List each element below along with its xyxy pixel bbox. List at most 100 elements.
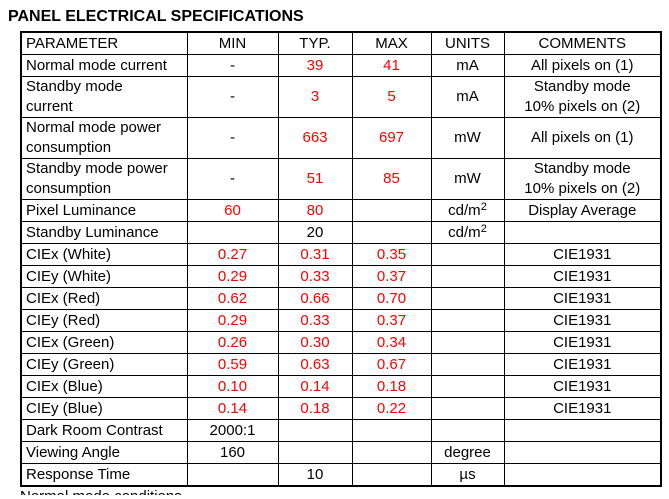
- table-row: Standby Luminance 20 cd/m2: [20, 221, 662, 244]
- table-row: CIEx (Red) 0.62 0.66 0.70 CIE1931: [20, 287, 662, 310]
- cell-max: 0.37: [351, 309, 432, 332]
- cell-typ: 0.31: [277, 243, 353, 266]
- cell-parameter: CIEy (Green): [20, 353, 188, 376]
- cell-parameter: CIEx (Blue): [20, 375, 188, 398]
- cell-parameter: Normal mode current: [20, 54, 188, 77]
- cell-min: 0.26: [186, 331, 279, 354]
- cell-max: 41: [351, 54, 432, 77]
- cell-parameter: Standby Luminance: [20, 221, 188, 244]
- cell-parameter: CIEy (Blue): [20, 397, 188, 420]
- cell-comments: [503, 441, 662, 464]
- column-header-typ: TYP.: [277, 31, 353, 55]
- cell-parameter: Viewing Angle: [20, 441, 188, 464]
- cell-typ: 80: [277, 199, 353, 222]
- table-row: Dark Room Contrast 2000:1: [20, 419, 662, 442]
- cell-min: -: [186, 158, 279, 200]
- cell-min: [186, 221, 279, 244]
- table-row: CIEx (White) 0.27 0.31 0.35 CIE1931: [20, 243, 662, 266]
- cell-typ: 0.66: [277, 287, 353, 310]
- cell-max: 0.70: [351, 287, 432, 310]
- cell-parameter: CIEy (White): [20, 265, 188, 288]
- cell-typ: 39: [277, 54, 353, 77]
- cell-units: [430, 419, 505, 442]
- cell-comments: [503, 419, 662, 442]
- table-row: Viewing Angle 160 degree: [20, 441, 662, 464]
- cell-comments: All pixels on (1): [503, 54, 662, 77]
- cell-typ: [277, 419, 353, 442]
- unit-superscript: 2: [480, 222, 487, 235]
- cell-typ: 0.14: [277, 375, 353, 398]
- cell-min: 0.62: [186, 287, 279, 310]
- cell-max: [351, 419, 432, 442]
- cell-max: 697: [351, 117, 432, 159]
- cell-max: 85: [351, 158, 432, 200]
- cell-parameter: Pixel Luminance: [20, 199, 188, 222]
- cell-comments: CIE1931: [503, 309, 662, 332]
- cell-units: mA: [430, 54, 505, 77]
- cell-typ: 0.18: [277, 397, 353, 420]
- cell-max: [351, 441, 432, 464]
- cell-min: 60: [186, 199, 279, 222]
- cell-comments: Standby mode 10% pixels on (2): [503, 76, 662, 118]
- cell-comments: CIE1931: [503, 265, 662, 288]
- cell-parameter: Standby mode power consumption: [20, 158, 188, 200]
- cell-min: 2000:1: [186, 419, 279, 442]
- cell-units: µs: [430, 463, 505, 487]
- cell-units: mA: [430, 76, 505, 118]
- cell-units: mW: [430, 117, 505, 159]
- cell-min: 160: [186, 441, 279, 464]
- cell-min: 0.59: [186, 353, 279, 376]
- cell-units: [430, 397, 505, 420]
- cell-parameter: Response Time: [20, 463, 188, 487]
- table-row: Standby mode power consumption -51 85 mW Sta…: [20, 158, 662, 200]
- cell-units: [430, 375, 505, 398]
- cell-max: [351, 463, 432, 487]
- cell-units: [430, 287, 505, 310]
- cell-comments: CIE1931: [503, 287, 662, 310]
- column-header-parameter: PARAMETER: [20, 31, 188, 55]
- cell-units: [430, 309, 505, 332]
- cell-comments: Standby mode 10% pixels on (2): [503, 158, 662, 200]
- header-row: PARAMETER MIN TYP. MAX UNITS COMMENTS: [20, 31, 662, 55]
- cell-max: [351, 221, 432, 244]
- table-row: Response Time 10 µs: [20, 463, 662, 487]
- column-header-min: MIN: [186, 31, 279, 55]
- cell-parameter: Dark Room Contrast: [20, 419, 188, 442]
- cell-min: -: [186, 76, 279, 118]
- footnote: Normal mode conditions: [20, 489, 669, 495]
- cell-typ: 10: [277, 463, 353, 487]
- column-header-max: MAX: [351, 31, 432, 55]
- cell-typ: 20: [277, 221, 353, 244]
- cell-typ: 0.63: [277, 353, 353, 376]
- page-title: PANEL ELECTRICAL SPECIFICATIONS: [8, 8, 304, 25]
- table-row: CIEy (Blue) 0.14 0.18 0.22 CIE1931: [20, 397, 662, 420]
- table-row: Pixel Luminance 60 80 cd/m2 Display Average: [20, 199, 662, 222]
- table-row: CIEy (Green) 0.59 0.63 0.67 CIE1931: [20, 353, 662, 376]
- cell-units: cd/m2: [430, 221, 505, 244]
- cell-units: [430, 243, 505, 266]
- table-row: CIEy (Red) 0.29 0.33 0.37 CIE1931: [20, 309, 662, 332]
- cell-typ: 0.30: [277, 331, 353, 354]
- cell-parameter: CIEx (White): [20, 243, 188, 266]
- cell-units: cd/m2: [430, 199, 505, 222]
- cell-units: [430, 331, 505, 354]
- cell-max: 0.67: [351, 353, 432, 376]
- column-header-comments: COMMENTS: [503, 31, 662, 55]
- cell-min: -: [186, 54, 279, 77]
- cell-comments: [503, 221, 662, 244]
- cell-comments: CIE1931: [503, 353, 662, 376]
- cell-max: 0.35: [351, 243, 432, 266]
- cell-comments: [503, 463, 662, 487]
- cell-comments: Display Average: [503, 199, 662, 222]
- cell-parameter: Standby mode current: [20, 76, 188, 118]
- cell-min: 0.29: [186, 309, 279, 332]
- cell-parameter: Normal mode power consumption: [20, 117, 188, 159]
- unit-superscript: 2: [480, 200, 487, 213]
- cell-min: [186, 463, 279, 487]
- cell-units: [430, 353, 505, 376]
- cell-parameter: CIEx (Green): [20, 331, 188, 354]
- cell-typ: [277, 441, 353, 464]
- cell-comments: CIE1931: [503, 397, 662, 420]
- cell-units: mW: [430, 158, 505, 200]
- cell-typ: 3: [277, 76, 353, 118]
